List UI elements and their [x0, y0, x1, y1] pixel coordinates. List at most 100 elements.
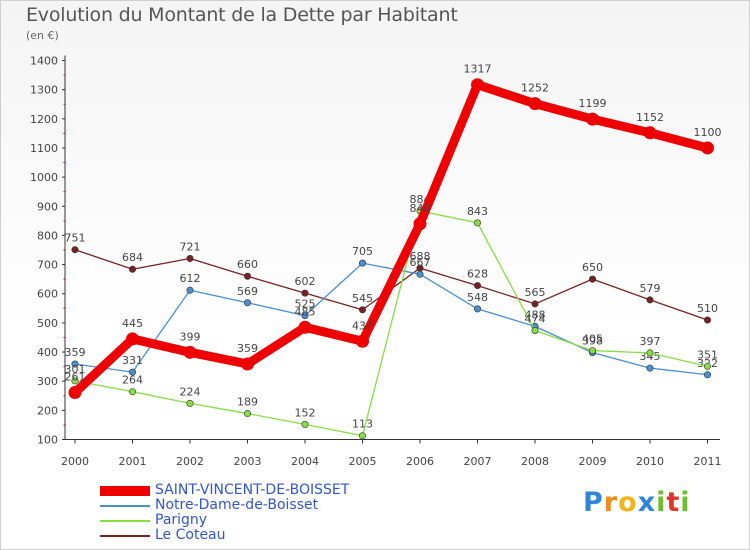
data-label: 1252 [521, 82, 549, 95]
data-point [473, 219, 481, 227]
data-point [646, 349, 654, 357]
x-tick-label: 2010 [636, 455, 664, 468]
x-tick-label: 2002 [176, 455, 204, 468]
data-point [301, 312, 309, 320]
data-point [183, 345, 197, 359]
y-tick-label: 900 [37, 200, 58, 213]
data-label: 545 [352, 292, 373, 305]
data-point [358, 306, 366, 314]
legend-swatch-parigny [100, 519, 150, 522]
data-label: 113 [352, 418, 373, 431]
data-point [531, 300, 539, 308]
y-tick-label: 300 [37, 375, 58, 388]
data-point [703, 316, 711, 324]
data-label: 331 [122, 354, 143, 367]
data-label: 602 [295, 275, 316, 288]
data-label: 224 [180, 385, 201, 398]
legend-item-le-coteau: Le Coteau [100, 528, 349, 543]
x-tick-label: 2004 [291, 455, 319, 468]
data-label: 474 [525, 312, 546, 325]
legend-swatch-le-coteau [100, 534, 150, 537]
data-point [643, 126, 657, 140]
x-tick-label: 2009 [579, 455, 607, 468]
y-tick-label: 800 [37, 229, 58, 242]
data-point [244, 272, 252, 280]
data-point [126, 332, 139, 346]
data-point [588, 275, 596, 283]
y-tick-label: 400 [37, 346, 58, 359]
data-point [186, 286, 194, 294]
data-point [703, 362, 711, 370]
data-point [586, 112, 599, 126]
data-point [186, 254, 194, 262]
data-point [413, 217, 427, 231]
data-point [244, 299, 252, 307]
legend-item-notre-dame: Notre-Dame-de-Boisset [100, 498, 349, 513]
data-point [646, 296, 654, 304]
data-label: 398 [582, 335, 603, 348]
data-label: 705 [352, 245, 373, 258]
x-tick-label: 2006 [406, 455, 434, 468]
data-label: 1100 [694, 126, 722, 139]
y-tick-label: 1100 [30, 142, 58, 155]
legend-swatch-notre-dame [100, 504, 150, 507]
data-label: 261 [65, 371, 86, 384]
data-label: 628 [467, 268, 488, 281]
proxiti-logo: Proxiti [583, 487, 691, 518]
data-label: 1199 [579, 97, 607, 110]
data-point [646, 364, 654, 372]
legend-label-le-coteau: Le Coteau [155, 527, 226, 543]
data-label: 843 [467, 205, 488, 218]
x-tick-label: 2005 [349, 455, 377, 468]
data-point [356, 334, 369, 348]
data-label: 189 [237, 396, 258, 409]
data-label: 359 [65, 346, 86, 359]
data-label: 688 [410, 250, 431, 263]
data-label: 397 [640, 335, 661, 348]
data-point [244, 410, 252, 418]
x-tick-label: 2007 [464, 455, 492, 468]
legend-item-parigny: Parigny [100, 513, 349, 528]
data-label: 660 [237, 258, 258, 271]
x-tick-label: 2000 [61, 455, 89, 468]
legend-label-saint-vincent: SAINT-VINCENT-DE-BOISSET [155, 482, 350, 498]
data-point [301, 420, 309, 428]
series-saint-vincent-de-boisset: 261 445 399 359 485 437 840 1317 1252 1199 1152 110… [65, 63, 722, 400]
data-point [473, 282, 481, 290]
data-label: 1317 [464, 63, 492, 76]
y-tick-label: 1200 [30, 113, 58, 126]
data-point [71, 360, 79, 368]
data-label: 840 [410, 202, 431, 215]
y-tick-label: 100 [37, 434, 58, 447]
data-point [701, 141, 714, 155]
data-label: 565 [525, 286, 546, 299]
y-tick-label: 600 [37, 288, 58, 301]
data-point [71, 246, 79, 254]
data-label: 548 [467, 291, 488, 304]
data-point [301, 289, 309, 297]
data-point [129, 265, 137, 273]
data-label: 485 [295, 305, 316, 318]
y-tick-label: 500 [37, 317, 58, 330]
data-point [129, 368, 137, 376]
data-point [703, 371, 711, 379]
data-point [473, 305, 481, 313]
data-label: 359 [237, 342, 258, 355]
legend-label-notre-dame: Notre-Dame-de-Boisset [155, 497, 319, 513]
data-label: 264 [122, 374, 143, 387]
data-label: 667 [410, 256, 431, 269]
y-tick-label: 1400 [30, 55, 58, 68]
data-point [298, 320, 312, 334]
data-point [68, 386, 82, 400]
data-point [71, 377, 79, 385]
data-label: 721 [180, 240, 201, 253]
data-point [416, 270, 424, 278]
x-tick-label: 2003 [234, 455, 262, 468]
series-notre-dame-de-boisset: 359331612569525705667548488398345322 [65, 245, 718, 379]
y-tick-label: 1300 [30, 84, 58, 97]
data-label: 510 [697, 302, 718, 315]
data-label: 351 [697, 348, 718, 361]
series-line [70, 80, 712, 398]
